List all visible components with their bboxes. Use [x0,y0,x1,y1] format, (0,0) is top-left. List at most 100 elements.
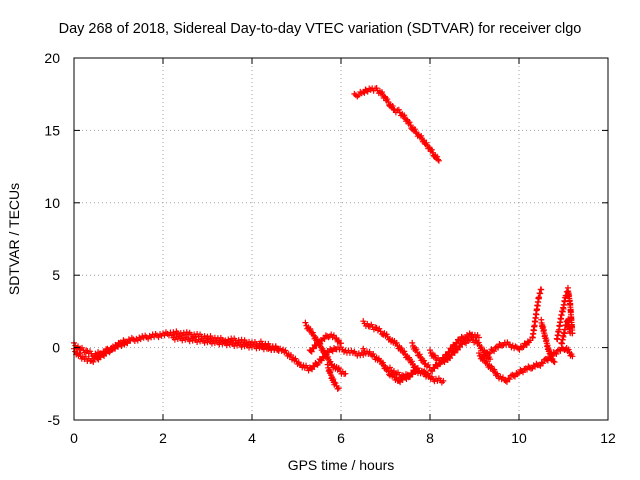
data-point [124,340,131,347]
data-point [335,337,342,344]
data-point [390,105,397,112]
data-point [552,350,559,357]
data-point [292,355,299,362]
data-point [497,373,504,380]
data-point [435,157,442,164]
series-arc-16 [538,316,558,366]
data-point [320,347,327,354]
x-tick-label: 12 [600,430,616,446]
data-point [398,345,405,352]
data-point [499,342,506,349]
data-point [428,146,435,153]
data-point [435,156,442,163]
data-point [520,369,527,376]
x-tick-label: 6 [337,430,345,446]
data-point [378,89,385,96]
data-point [377,328,384,335]
data-point [411,126,418,133]
data-point [455,336,462,343]
data-point [569,353,576,360]
data-point [327,358,334,365]
data-point [393,339,400,346]
data-point [328,331,335,338]
data-point [483,353,490,360]
data-point [478,344,485,351]
y-tick-label: 0 [52,340,60,356]
data-point [320,335,327,342]
data-point [551,359,558,366]
data-point [494,370,501,377]
data-point [509,342,516,349]
data-point [302,319,309,326]
series-arc-3 [168,332,282,354]
data-point [537,362,544,369]
data-point [423,139,430,146]
data-point [395,106,402,113]
data-point [505,375,512,382]
data-point [282,347,289,354]
y-tick-label: -5 [48,412,61,428]
data-point [392,370,399,377]
data-point [409,339,416,346]
data-point [90,358,97,365]
data-point [487,349,494,356]
data-point [475,339,482,346]
axis-ticks: 0 2 4 6 8 10 12 -5 0 5 10 15 20 [44,50,616,446]
data-point [388,367,395,374]
data-point [370,350,377,357]
data-point [427,347,433,354]
data-point [493,343,500,350]
data-point [330,332,337,339]
data-point [540,360,547,367]
data-point [431,352,438,359]
y-tick-label: 20 [44,50,60,66]
y-tick-label: 10 [44,195,60,211]
data-point [373,324,380,331]
data-point [565,346,572,353]
x-tick-label: 4 [248,430,256,446]
data-point [526,364,533,371]
data-point [463,340,470,347]
data-point [409,371,416,378]
series-arc-19 [351,85,442,164]
data-point [475,334,482,341]
data-point [485,350,492,357]
series-arc-17 [553,284,576,343]
data-point [420,357,427,364]
data-point [408,358,415,365]
data-point [491,348,498,355]
data-point [401,112,408,119]
data-point [389,103,396,110]
data-point [334,385,341,392]
data-point [457,337,464,344]
x-tick-label: 2 [159,430,167,446]
data-point [451,349,458,356]
outlier-point [335,364,342,371]
data-point [384,365,391,372]
x-tick-label: 0 [70,430,78,446]
series-arc-9 [360,345,447,386]
data-point [425,361,432,368]
series-arc-6 [306,331,344,355]
data-point [550,358,557,365]
data-point [412,129,419,136]
data-point [75,343,82,350]
series-arc-10 [386,364,433,381]
outlier-points [331,364,342,386]
data-point [507,341,514,348]
data-point [481,352,488,359]
data-point [309,329,316,336]
data-point [422,361,429,368]
x-tick-label: 8 [426,430,434,446]
data-point [332,380,339,387]
data-point [390,368,397,375]
data-point [487,356,494,363]
data-point [318,357,325,364]
data-point [379,359,386,366]
data-point [491,366,498,373]
x-axis-label: GPS time / hours [288,457,395,473]
data-point [511,373,518,380]
y-tick-label: 5 [52,267,60,283]
data-point [427,373,433,380]
